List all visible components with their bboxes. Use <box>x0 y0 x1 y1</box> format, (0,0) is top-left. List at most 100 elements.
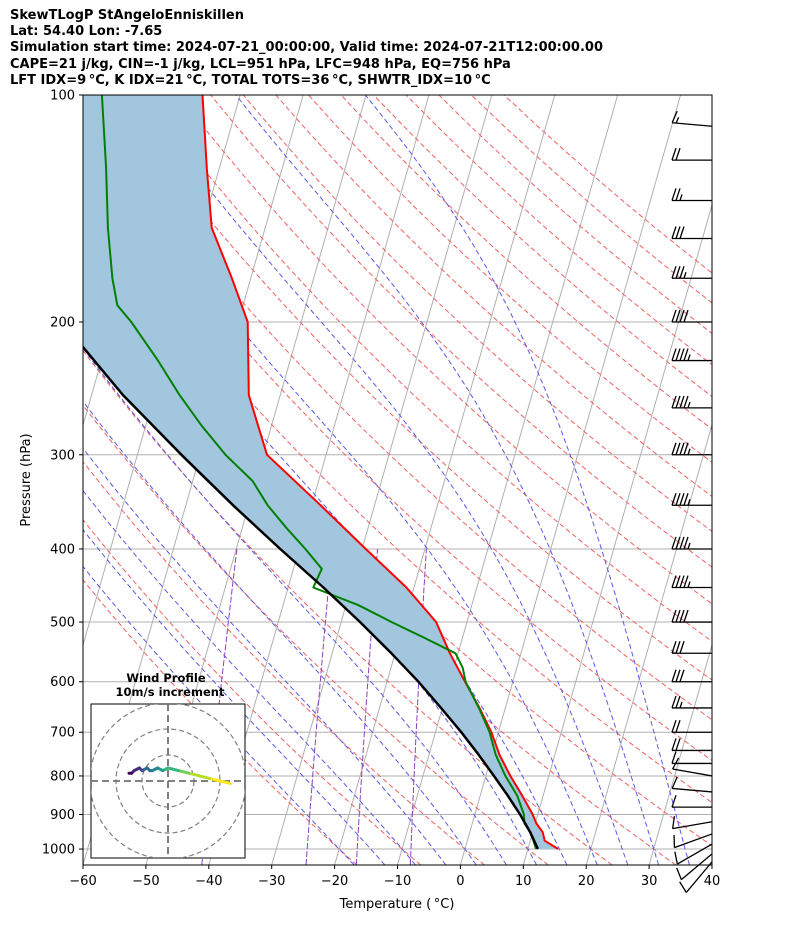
barb-flag <box>679 669 685 682</box>
mixing-ratio-line <box>305 548 333 865</box>
wind-barb <box>671 751 712 765</box>
wind-barb <box>671 738 712 752</box>
y-tick-label: 400 <box>50 542 75 557</box>
dry-adiabat <box>471 95 712 304</box>
barb-flag <box>671 641 677 654</box>
hodograph-segment <box>197 774 212 780</box>
barb-flag <box>683 493 689 506</box>
temperature-line <box>201 95 559 850</box>
hodograph-segment <box>208 776 222 783</box>
barb-half <box>687 499 691 506</box>
hodograph-segment <box>176 769 191 775</box>
wind-barb <box>671 720 712 733</box>
barb-flag <box>679 493 685 506</box>
hodograph-segment <box>166 766 180 773</box>
barb-flag <box>671 188 677 201</box>
barb-flag <box>675 609 681 623</box>
wind-barb <box>671 816 713 830</box>
x-tick-label: 10 <box>515 874 532 889</box>
barb-flag <box>671 575 677 588</box>
barb-staff <box>685 861 713 893</box>
dry-adiabat <box>83 349 613 865</box>
barb-flag <box>671 720 677 733</box>
barb-flag <box>671 794 677 808</box>
y-tick-label: 1000 <box>42 843 75 858</box>
barb-half <box>687 542 691 550</box>
wind-barb <box>671 188 712 202</box>
isotherm-line <box>522 203 712 865</box>
hodograph-title: Wind Profile <box>126 671 206 685</box>
barb-flag <box>671 536 677 550</box>
barb-flag <box>671 738 677 751</box>
y-tick-label: 100 <box>50 89 75 104</box>
y-tick-label: 700 <box>50 726 75 741</box>
wind-barb <box>671 110 713 127</box>
isotherm-line <box>334 95 556 865</box>
barb-flag <box>671 695 677 709</box>
y-tick-label: 600 <box>50 675 75 690</box>
wind-barb <box>671 348 712 362</box>
wind-barb <box>671 669 712 683</box>
y-tick-label: 800 <box>50 769 75 784</box>
isotherm-line <box>648 643 712 865</box>
hodograph-segment <box>187 771 201 778</box>
wind-barb <box>671 442 712 456</box>
chart-title: SkewTLogP StAngeloEnniskillen <box>10 8 244 23</box>
x-tick-label: 30 <box>641 874 658 889</box>
dry-adiabat <box>83 296 677 865</box>
barb-flag <box>671 816 676 829</box>
barb-staff <box>674 833 713 849</box>
barb-half <box>683 272 687 279</box>
barb-flag <box>679 348 685 361</box>
barb-flag <box>675 738 681 751</box>
dry-adiabat <box>83 579 358 865</box>
hodograph-plot <box>91 704 245 858</box>
wind-barb <box>676 853 713 881</box>
barb-flag <box>683 442 689 455</box>
cape-line: CAPE=21 j/kg, CIN=-1 j/kg, LCL=951 hPa, … <box>10 56 511 72</box>
dry-adiabat <box>405 95 712 366</box>
wind-barb <box>671 147 712 161</box>
barb-flag <box>679 641 685 654</box>
cape-area <box>83 95 559 849</box>
hodograph-segment <box>218 779 232 786</box>
barb-staff <box>680 853 713 881</box>
barb-half <box>687 354 691 361</box>
isotherm-line <box>711 863 712 865</box>
barb-half <box>687 581 691 588</box>
isotherm-line <box>775 95 794 865</box>
barb-flag <box>679 881 687 893</box>
axes: −60 −50 −40 −30 −20 −10 0 10 20 30 40 1000 900 800 700… <box>42 89 720 890</box>
barb-flag <box>675 395 681 409</box>
mixing-ratio-line <box>355 548 378 865</box>
barb-flag <box>675 536 681 550</box>
hodograph-subtitle: 10m/s increment <box>116 685 225 699</box>
barb-flag <box>679 395 685 409</box>
wind-barb <box>671 794 712 808</box>
y-tick-label: 500 <box>50 616 75 631</box>
skewt-data <box>83 95 559 850</box>
barb-flag <box>675 442 681 455</box>
barb-flag <box>675 493 681 506</box>
barb-flag <box>671 226 677 239</box>
isotherm-line <box>459 95 682 865</box>
barb-flag <box>679 536 685 550</box>
x-tick-label: −40 <box>195 874 222 889</box>
barb-flag <box>671 147 677 161</box>
barb-flag <box>679 266 685 279</box>
x-tick-label: 40 <box>704 874 721 889</box>
wind-barb <box>671 226 712 240</box>
wind-barbs <box>671 110 713 893</box>
moist-adiabat <box>83 347 507 865</box>
indices-line: LFT IDX=9 °C, K IDX=21 °C, TOTAL TOTS=36… <box>10 72 491 88</box>
time-line: Simulation start time: 2024-07-21_00:00:… <box>10 40 603 56</box>
barb-flag <box>683 309 689 323</box>
barb-flag <box>679 609 685 623</box>
barb-flag <box>671 493 677 506</box>
barb-flag <box>679 442 685 455</box>
barb-flag <box>671 395 677 409</box>
barb-half <box>687 401 691 409</box>
x-tick-label: 0 <box>456 874 464 889</box>
chart-header: SkewTLogP StAngeloEnniskillen Lat: 54.40… <box>10 8 603 89</box>
barb-flag <box>683 575 689 588</box>
